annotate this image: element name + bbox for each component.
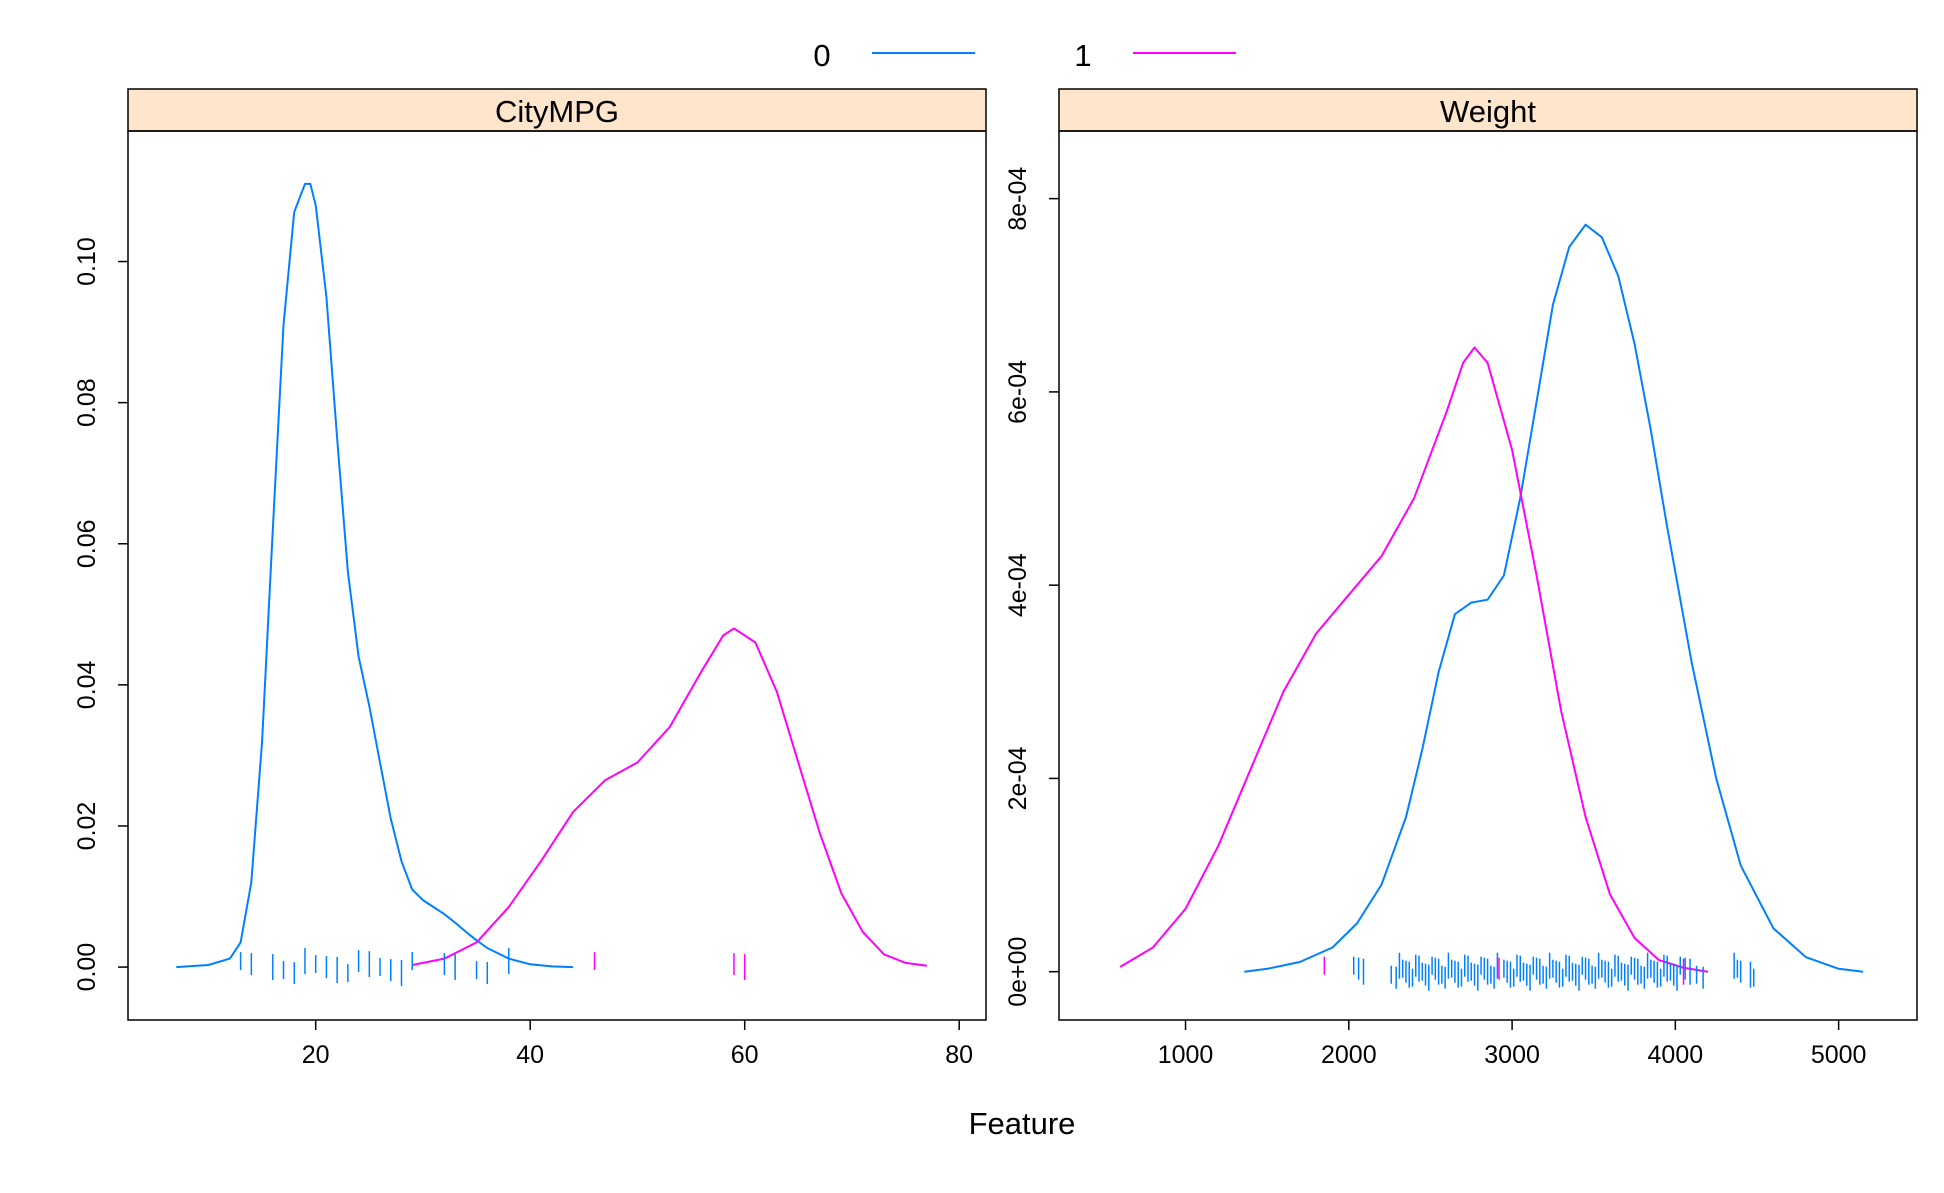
x-tick-label: 5000: [1811, 1041, 1867, 1069]
y-tick-label: 0.10: [73, 237, 101, 286]
density-curve-0: [176, 182, 574, 969]
plot-frame-weight: [1058, 130, 1918, 1021]
x-tick-label: 20: [302, 1041, 330, 1069]
plot-frame-citympg: [127, 130, 987, 1021]
strip-title-citympg: CityMPG: [495, 94, 619, 129]
x-tick-label: 40: [516, 1041, 544, 1069]
x-tick-label: 60: [731, 1041, 759, 1069]
x-axis-label: Feature: [969, 1106, 1076, 1141]
density-curve-0: [1244, 223, 1864, 973]
panel-weight: Weight 1000 2000 3000 4000 5000 0e+00 2e-04 4e-0…: [1004, 88, 1918, 1069]
density-curve-1: [1119, 346, 1709, 973]
panel-citympg: CityMPG 20 40 60 80 0.00 0.02 0.04 0.06 0.08 0.10: [73, 88, 987, 1069]
y-tick-label: 0.06: [73, 519, 101, 568]
y-tick-label: 8e-04: [1004, 167, 1032, 231]
legend-label-0: 0: [813, 38, 830, 73]
strip-citympg: [127, 88, 987, 132]
x-tick-label: 2000: [1321, 1041, 1377, 1069]
strip-title-weight: Weight: [1440, 94, 1536, 129]
x-tick-label: 3000: [1484, 1041, 1540, 1069]
y-tick-label: 6e-04: [1004, 360, 1032, 424]
y-tick-label: 4e-04: [1004, 553, 1032, 617]
x-tick-label: 1000: [1158, 1041, 1214, 1069]
y-tick-label: 0.08: [73, 378, 101, 427]
x-tick-label: 80: [945, 1041, 973, 1069]
density-curve-1: [412, 627, 928, 967]
panels: CityMPG 20 40 60 80 0.00 0.02 0.04 0.06 0.08 0.10 W…: [73, 88, 1918, 1069]
x-tick-label: 4000: [1648, 1041, 1704, 1069]
y-tick-label: 2e-04: [1004, 746, 1032, 810]
y-tick-label: 0.04: [73, 660, 101, 709]
y-tick-label: 0.02: [73, 802, 101, 851]
legend-label-1: 1: [1074, 38, 1091, 73]
y-tick-label: 0e+00: [1004, 937, 1032, 1007]
y-tick-label: 0.00: [73, 943, 101, 992]
